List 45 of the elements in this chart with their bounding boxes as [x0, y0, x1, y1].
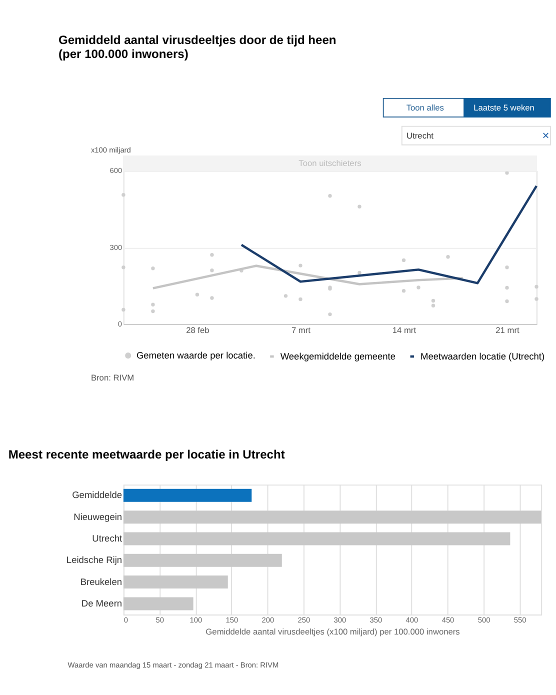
x-tick-label: 550	[514, 615, 526, 624]
text: Toon alles	[406, 102, 444, 113]
legend-label: Gemeten waarde per locatie.	[136, 350, 256, 360]
text: Bron: RIVM	[90, 372, 134, 383]
bar	[123, 488, 252, 502]
y-tick-label: 600	[110, 166, 122, 176]
legend-label: Weekgemiddelde gemeente	[280, 351, 396, 362]
y-tick-label: Breukelen	[80, 576, 122, 587]
x-tick-label: 500	[478, 615, 490, 624]
bar	[123, 510, 542, 524]
x-tick-label: 300	[334, 615, 346, 624]
bar	[123, 576, 228, 589]
y-tick-label: Gemiddelde	[72, 490, 122, 500]
bar	[123, 554, 282, 567]
bar	[123, 532, 510, 546]
x-tick-label: 400	[406, 615, 418, 624]
legend-label: Meetwaarden locatie (Utrecht)	[420, 351, 545, 362]
x-tick-label: 450	[442, 615, 454, 624]
text: Utrecht	[406, 130, 434, 140]
x-tick-label: 28 feb	[186, 324, 210, 335]
y-tick-label: Utrecht	[92, 534, 122, 544]
y-tick-label: 300	[110, 242, 122, 252]
chart-title: Gemiddeld aantal virusdeeltjes door de tijd heen (per 100.000 inwoners)	[58, 33, 336, 62]
x-tick-label: 50	[156, 615, 164, 624]
x-tick-label: 14 mrt	[392, 324, 417, 335]
x-tick-label: 150	[226, 615, 238, 624]
chart-title: Meest recente meetwaarde per locatie in Utrecht	[8, 448, 285, 462]
x-tick-label: 200	[262, 615, 274, 624]
x-tick-label: 350	[370, 615, 382, 624]
y-axis-title: x100 miljard	[90, 145, 131, 154]
y-tick-label: De Meern	[81, 598, 122, 608]
x-axis-title: Gemiddelde aantal virusdeeltjes (x100 miljard) per 100.000 inwoners	[206, 626, 460, 636]
y-tick-label: Leidsche Rijn	[66, 555, 122, 566]
x-tick-label: 250	[298, 615, 310, 624]
x-tick-label: 7 mrt	[291, 324, 312, 335]
x-tick-label: 0	[124, 615, 128, 624]
text: Toon uitschieters	[298, 158, 362, 168]
text: Waarde van maandag 15 maart - zondag 21 maart - Bron: RIVM	[68, 660, 279, 670]
line-series	[240, 184, 538, 284]
bar	[123, 597, 194, 610]
text: Laatste 5 weken	[474, 102, 535, 113]
y-tick-label: Nieuwegein	[74, 512, 122, 522]
x-tick-label: 100	[190, 615, 202, 624]
x-tick-label: 21 mrt	[496, 324, 520, 335]
text: ×	[542, 128, 550, 142]
